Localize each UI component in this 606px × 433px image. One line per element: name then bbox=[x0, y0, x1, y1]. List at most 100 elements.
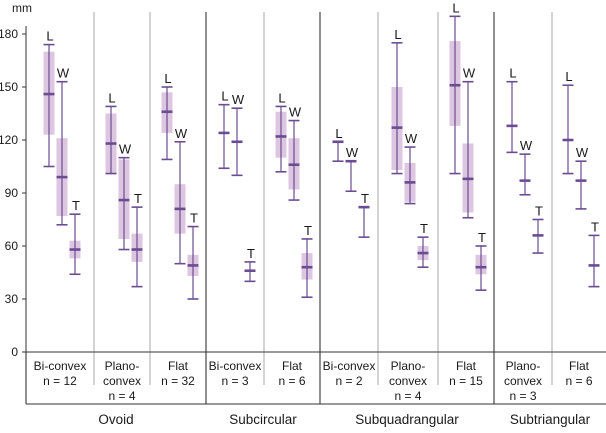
box-L: L bbox=[161, 71, 173, 161]
y-tick-label: 180 bbox=[0, 27, 18, 41]
box-W: W bbox=[118, 142, 132, 251]
category-n: n = 4 bbox=[108, 389, 135, 403]
measure-label: L bbox=[394, 27, 401, 42]
y-tick-label: 60 bbox=[5, 239, 19, 253]
measure-label: T bbox=[72, 198, 80, 213]
category-n: n = 15 bbox=[449, 374, 483, 388]
measure-label: T bbox=[247, 246, 255, 261]
box-T: T bbox=[301, 223, 313, 299]
measure-label: L bbox=[164, 71, 171, 86]
measure-label: W bbox=[405, 131, 418, 146]
box-L: L bbox=[275, 90, 287, 173]
box-L: L bbox=[43, 29, 55, 168]
box-T: T bbox=[358, 191, 370, 238]
box-T: T bbox=[187, 211, 199, 300]
box-L: L bbox=[105, 90, 117, 175]
measure-label: T bbox=[535, 204, 543, 219]
box-W: W bbox=[404, 131, 418, 205]
group-name: Subquadrangular bbox=[355, 412, 459, 427]
box-T: T bbox=[244, 246, 256, 283]
measure-label: T bbox=[361, 191, 369, 206]
category-name: convex bbox=[504, 374, 542, 388]
box-W: W bbox=[575, 145, 589, 210]
box-L: L bbox=[449, 0, 461, 175]
measure-label: L bbox=[335, 126, 342, 141]
category-name: convex bbox=[103, 374, 141, 388]
measure-label: W bbox=[232, 92, 245, 107]
category-name: Plano- bbox=[105, 359, 140, 373]
measure-label: L bbox=[509, 66, 516, 81]
box-T: T bbox=[417, 221, 429, 269]
box-T: T bbox=[475, 230, 487, 291]
measure-label: W bbox=[576, 145, 589, 160]
category-name: Bi-convex bbox=[34, 359, 87, 373]
category-name: Bi-convex bbox=[323, 359, 376, 373]
measure-label: T bbox=[190, 211, 198, 226]
category-name: Flat bbox=[282, 359, 303, 373]
category-name: Flat bbox=[168, 359, 189, 373]
measure-label: T bbox=[478, 230, 486, 245]
box-W: W bbox=[174, 126, 188, 265]
measure-label: L bbox=[278, 90, 285, 105]
category-name: Plano- bbox=[506, 359, 541, 373]
box-W: W bbox=[288, 105, 302, 201]
y-tick-label: 0 bbox=[11, 345, 18, 359]
measure-label: W bbox=[175, 126, 188, 141]
category-n: n = 6 bbox=[565, 374, 592, 388]
category-name: Bi-convex bbox=[209, 359, 262, 373]
box-L: L bbox=[218, 89, 230, 170]
box-W: W bbox=[56, 66, 70, 226]
category-n: n = 3 bbox=[221, 374, 248, 388]
measure-label: T bbox=[420, 221, 428, 236]
measure-label: W bbox=[119, 142, 132, 157]
measure-label: T bbox=[134, 191, 142, 206]
measure-label: W bbox=[289, 105, 302, 120]
y-axis-label: mm bbox=[12, 1, 32, 15]
category-n: n = 32 bbox=[161, 374, 195, 388]
group-name: Ovoid bbox=[98, 412, 133, 427]
box-T: T bbox=[131, 191, 143, 288]
category-n: n = 4 bbox=[394, 389, 421, 403]
box-W: W bbox=[345, 145, 359, 193]
box-T: T bbox=[532, 204, 544, 254]
category-name: Plano- bbox=[391, 359, 426, 373]
measure-label: W bbox=[57, 66, 70, 81]
box-L: L bbox=[391, 27, 403, 175]
measure-label: L bbox=[452, 0, 459, 15]
y-axis: mm 0 30 60 90 120 150 180 bbox=[0, 1, 606, 359]
y-tick-label: 90 bbox=[5, 186, 19, 200]
box-T: T bbox=[69, 198, 81, 276]
y-tick-label: 30 bbox=[5, 292, 19, 306]
box-W: W bbox=[231, 92, 245, 177]
group-name: Subtriangular bbox=[510, 412, 591, 427]
measure-label: L bbox=[221, 89, 228, 104]
measure-label: L bbox=[565, 69, 572, 84]
measure-label: L bbox=[46, 29, 53, 44]
category-name: Flat bbox=[456, 359, 477, 373]
box-L: L bbox=[332, 126, 344, 162]
box-L: L bbox=[506, 66, 518, 154]
box-W: W bbox=[519, 138, 533, 196]
dividers-layer bbox=[25, 12, 606, 405]
measure-label: T bbox=[591, 219, 599, 234]
measure-label: W bbox=[520, 138, 533, 153]
y-tick-label: 120 bbox=[0, 133, 18, 147]
category-n: n = 12 bbox=[43, 374, 77, 388]
category-n: n = 3 bbox=[509, 389, 536, 403]
box-W: W bbox=[462, 66, 476, 219]
measure-label: T bbox=[304, 223, 312, 238]
measure-label: L bbox=[108, 90, 115, 105]
group-name: Subcircular bbox=[229, 412, 297, 427]
measure-label: W bbox=[346, 145, 359, 160]
box-T: T bbox=[588, 219, 600, 288]
category-n: n = 2 bbox=[335, 374, 362, 388]
box-L: L bbox=[562, 69, 574, 175]
measure-label: W bbox=[463, 66, 476, 81]
y-tick-label: 150 bbox=[0, 80, 18, 94]
category-n: n = 6 bbox=[278, 374, 305, 388]
category-name: Flat bbox=[569, 359, 590, 373]
category-name: convex bbox=[389, 374, 427, 388]
